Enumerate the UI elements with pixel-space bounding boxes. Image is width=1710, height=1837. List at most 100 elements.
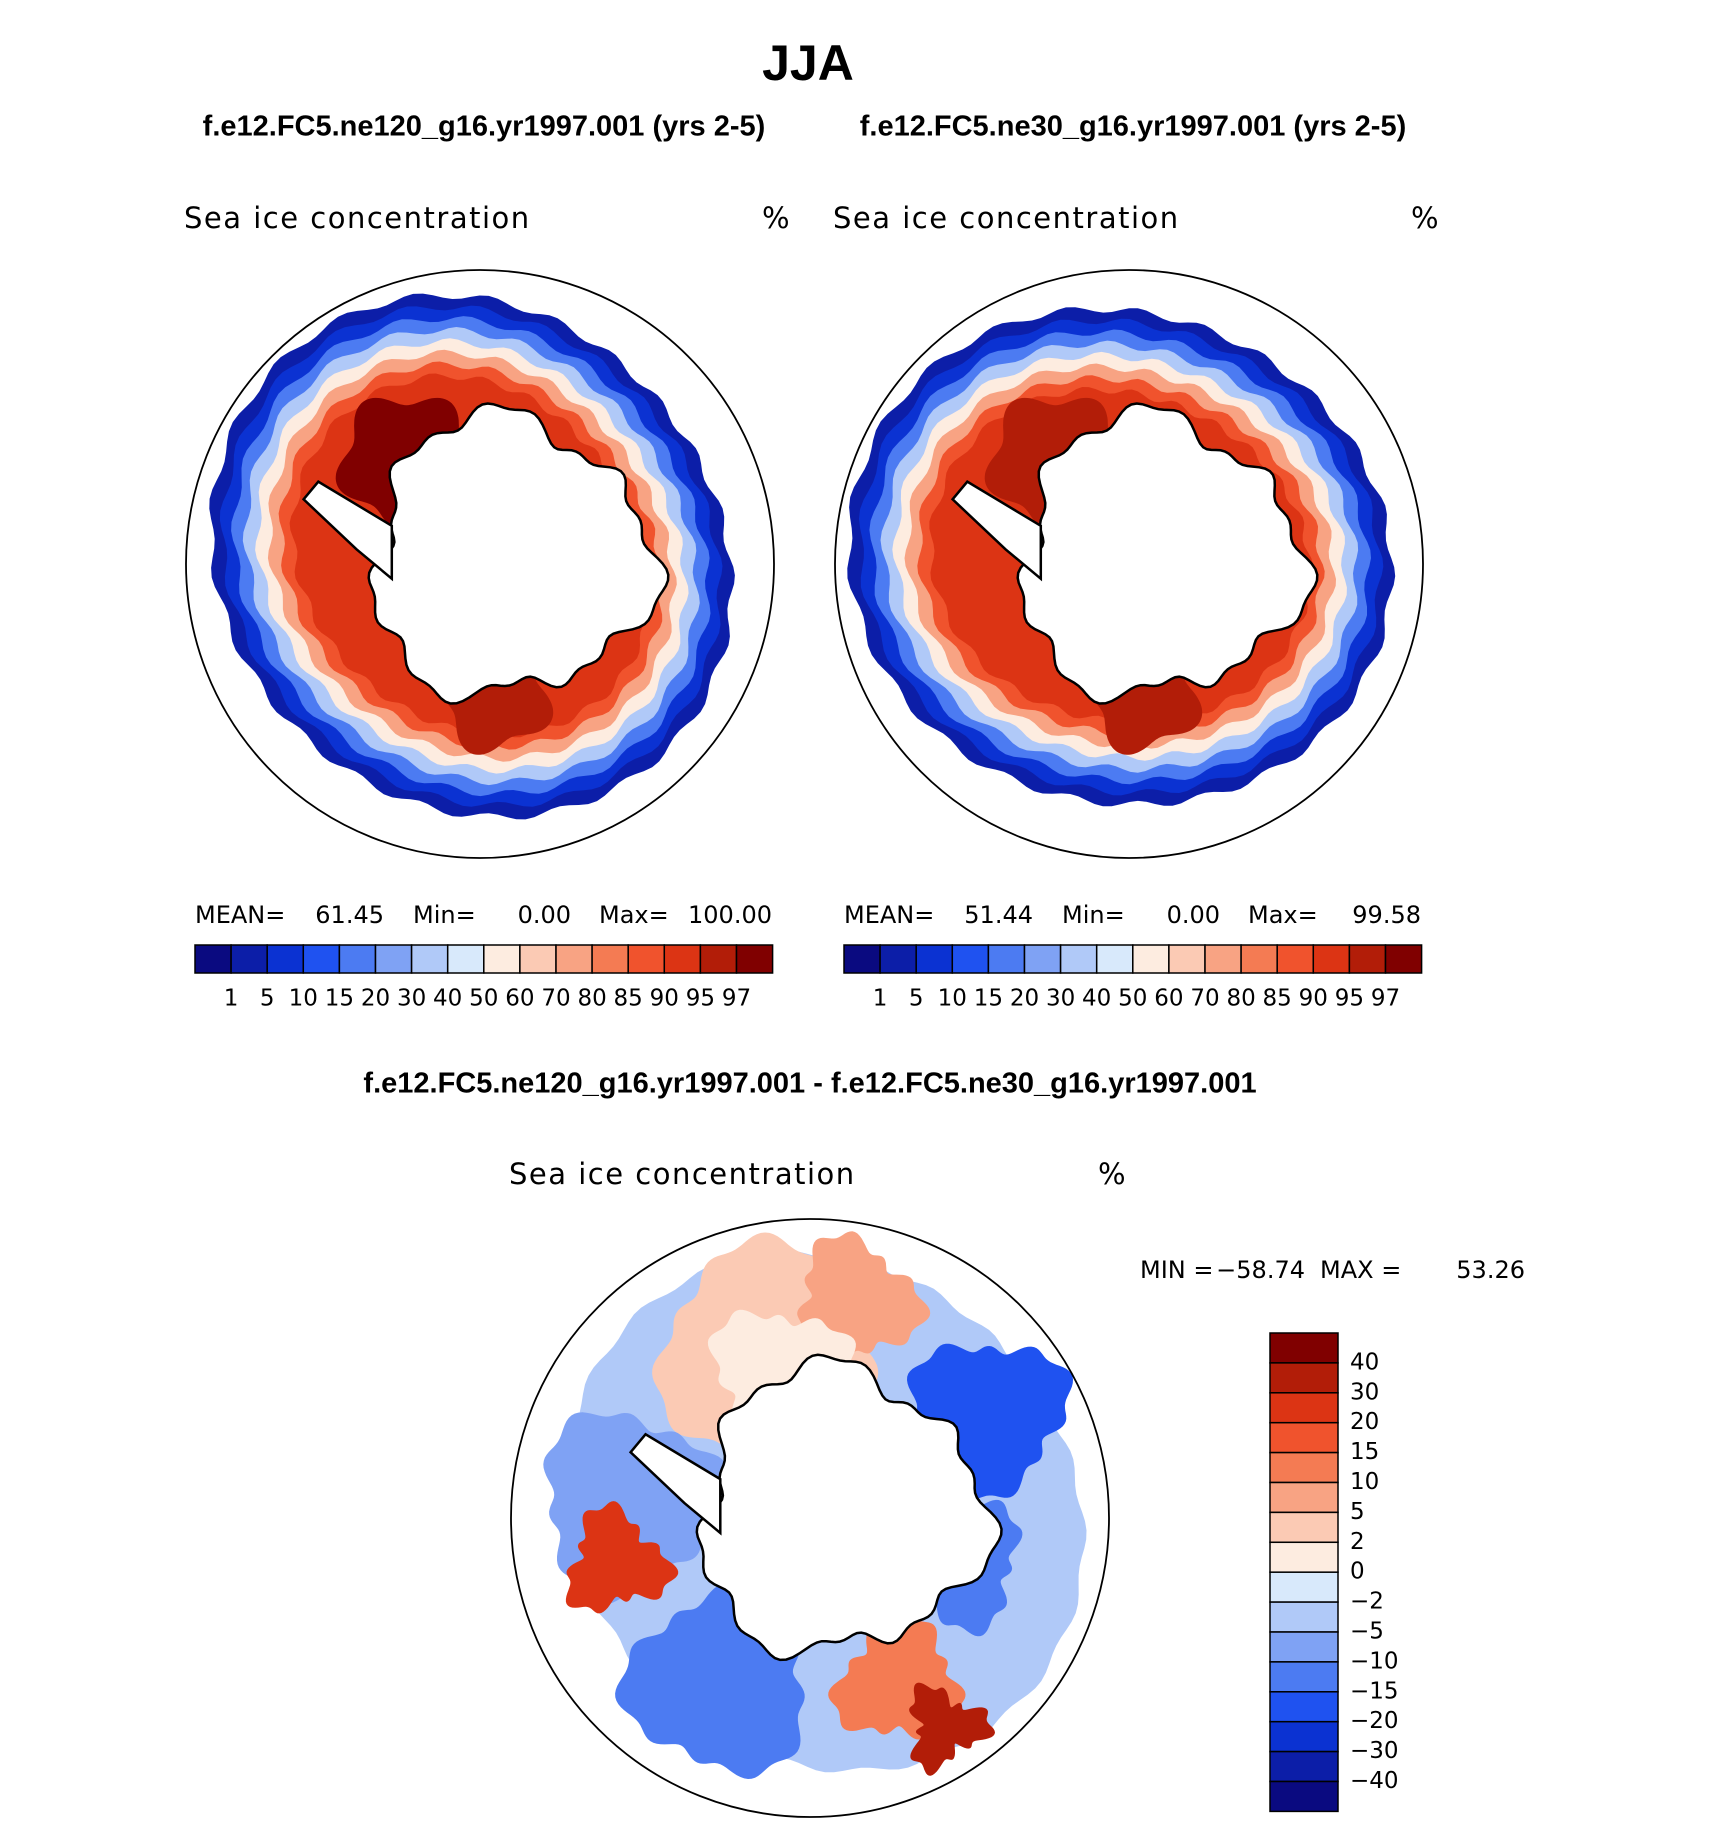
- colorbar-label: 40: [1082, 986, 1111, 1012]
- colorbar-box: [1269, 1511, 1339, 1544]
- colorbar-box: [1269, 1720, 1339, 1753]
- panel-label: Sea ice concentration: [833, 201, 1180, 235]
- colorbar-box: [1276, 944, 1315, 974]
- colorbar-box: [483, 944, 521, 974]
- colorbar-label: 20: [361, 986, 390, 1012]
- panel-stat: MEAN=: [195, 901, 285, 929]
- panel-stat: MEAN=: [844, 901, 934, 929]
- peninsula: [628, 1432, 722, 1536]
- colorbar-label: 80: [577, 986, 606, 1012]
- colorbar-label: 20: [1010, 986, 1039, 1012]
- diff-field: [909, 1682, 995, 1776]
- colorbar-box: [1269, 1571, 1339, 1603]
- panel-stat: 61.45: [315, 901, 384, 929]
- colorbar-label: −15: [1350, 1678, 1399, 1704]
- colorbar-label: 90: [1299, 986, 1328, 1012]
- colorbar-label: 1: [873, 986, 888, 1012]
- colorbar-box: [951, 944, 990, 974]
- colorbar-label: 1: [224, 986, 239, 1012]
- panel-units: %: [1098, 1157, 1126, 1191]
- colorbar-box: [1095, 944, 1134, 974]
- colorbar-label: 85: [614, 986, 643, 1012]
- colorbar-label: 80: [1226, 986, 1255, 1012]
- colorbar-label: 40: [1350, 1349, 1379, 1375]
- colorbar-label: 97: [1371, 986, 1400, 1012]
- colorbar-label: 5: [1350, 1499, 1365, 1525]
- panel-stat: Min=: [1062, 901, 1125, 929]
- colorbar-label: 15: [974, 986, 1003, 1012]
- colorbar-box: [1023, 944, 1062, 974]
- colorbar-box: [1269, 1481, 1339, 1514]
- panel-stat: 0.00: [518, 901, 571, 929]
- colorbar-label: 70: [1190, 986, 1219, 1012]
- colorbar-box: [879, 944, 917, 974]
- colorbar-box: [1269, 1332, 1339, 1364]
- panel-stat: 99.58: [1352, 901, 1421, 929]
- colorbar-box: [591, 944, 629, 974]
- colorbar-box: [1348, 944, 1387, 974]
- colorbar-label: 2: [1350, 1529, 1365, 1555]
- panel-stat: Max=: [1248, 901, 1318, 929]
- panel-stat: 100.00: [688, 901, 772, 929]
- colorbar-box: [230, 944, 268, 974]
- panel-units: %: [762, 201, 790, 235]
- figure-title: JJA: [762, 35, 854, 91]
- colorbar-label: 5: [909, 986, 924, 1012]
- colorbar-box: [1132, 944, 1170, 974]
- colorbar-box: [519, 944, 557, 974]
- colorbar-label: 30: [1350, 1379, 1379, 1405]
- map-boundary: [510, 1218, 1110, 1818]
- colorbar-box: [1269, 1661, 1339, 1693]
- colorbar-label: −20: [1350, 1708, 1399, 1734]
- colorbar-box: [1269, 1631, 1339, 1663]
- colorbar-box: [1204, 944, 1242, 974]
- colorbar-box: [1269, 1541, 1339, 1573]
- colorbar-label: 50: [1118, 986, 1147, 1012]
- colorbar-label: 30: [1046, 986, 1075, 1012]
- colorbar-label: 50: [469, 986, 498, 1012]
- colorbar-label: −2: [1350, 1589, 1384, 1615]
- colorbar-box: [627, 944, 666, 974]
- case-title: f.e12.FC5.ne30_g16.yr1997.001 (yrs 2-5): [860, 111, 1407, 143]
- colorbar-box: [1269, 1451, 1339, 1484]
- colorbar-box: [1059, 944, 1098, 974]
- peninsula: [950, 480, 1043, 582]
- difference-stat: MAX =: [1320, 1256, 1401, 1284]
- colorbar-box: [1269, 1421, 1339, 1454]
- difference-map: [510, 1218, 1110, 1818]
- colorbar-label: 10: [938, 986, 967, 1012]
- case-title: f.e12.FC5.ne120_g16.yr1997.001 (yrs 2-5): [203, 111, 766, 143]
- colorbar-label: 95: [1335, 986, 1364, 1012]
- colorbar-label: 15: [325, 986, 354, 1012]
- colorbar-box: [555, 944, 593, 974]
- colorbar-label: 97: [722, 986, 751, 1012]
- colorbar-box: [194, 944, 232, 974]
- difference-stat: 53.26: [1456, 1256, 1525, 1284]
- colorbar-box: [735, 944, 774, 974]
- panel-stat: 51.44: [964, 901, 1033, 929]
- colorbar-box: [410, 944, 449, 974]
- panel-label: Sea ice concentration: [184, 201, 531, 235]
- colorbar-label: −40: [1350, 1768, 1399, 1794]
- colorbar-label: 60: [1154, 986, 1183, 1012]
- colorbar-label: 30: [397, 986, 426, 1012]
- difference-stat: MIN =: [1140, 1256, 1213, 1284]
- colorbar-box: [1269, 1601, 1339, 1633]
- panel-stat: Max=: [599, 901, 669, 929]
- colorbar-label: −10: [1350, 1648, 1399, 1674]
- colorbar-box: [1269, 1362, 1339, 1394]
- colorbar-box: [1384, 944, 1423, 974]
- colorbar-label: 5: [260, 986, 275, 1012]
- colorbar-box: [843, 944, 881, 974]
- colorbar-box: [1312, 944, 1351, 974]
- colorbar-box: [699, 944, 738, 974]
- colorbar-label: 95: [686, 986, 715, 1012]
- colorbar-box: [338, 944, 377, 974]
- colorbar-box: [1269, 1780, 1339, 1813]
- sea-ice-map: [185, 269, 775, 859]
- colorbar-label: 20: [1350, 1409, 1379, 1435]
- colorbar-box: [1240, 944, 1278, 974]
- peninsula: [301, 480, 394, 582]
- colorbar-box: [1269, 1392, 1339, 1424]
